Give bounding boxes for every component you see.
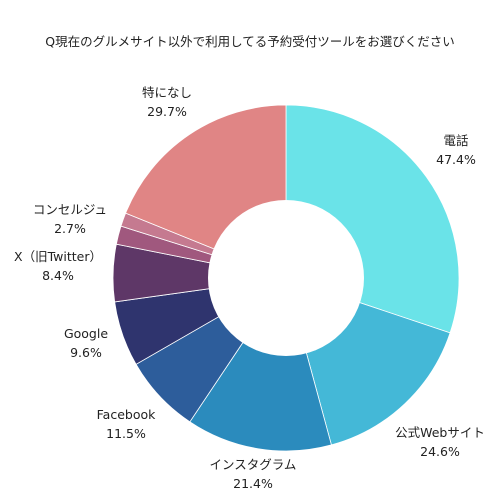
slice-label-6: コンセルジュ 2.7% [33,202,107,236]
slice-label-4: Google 9.6% [64,326,108,360]
slice-label-2: インスタグラム 21.4% [210,457,297,491]
labels-group: 電話 47.4% 公式Webサイト 24.6% インスタグラム 21.4% Facebook… [14,85,485,491]
slice-label-3: Facebook 11.5% [97,407,156,441]
chart-title: Q現在のグルメサイト以外で利用してる予約受付ツールをお選びください [45,34,454,49]
slice-label-8: 特になし 29.7% [142,85,192,119]
donut-hole [208,200,364,356]
slice-label-0: 電話 47.4% [436,133,476,167]
slice-label-5: X（旧Twitter） 8.4% [14,249,102,283]
slice-label-1: 公式Webサイト 24.6% [395,425,485,459]
